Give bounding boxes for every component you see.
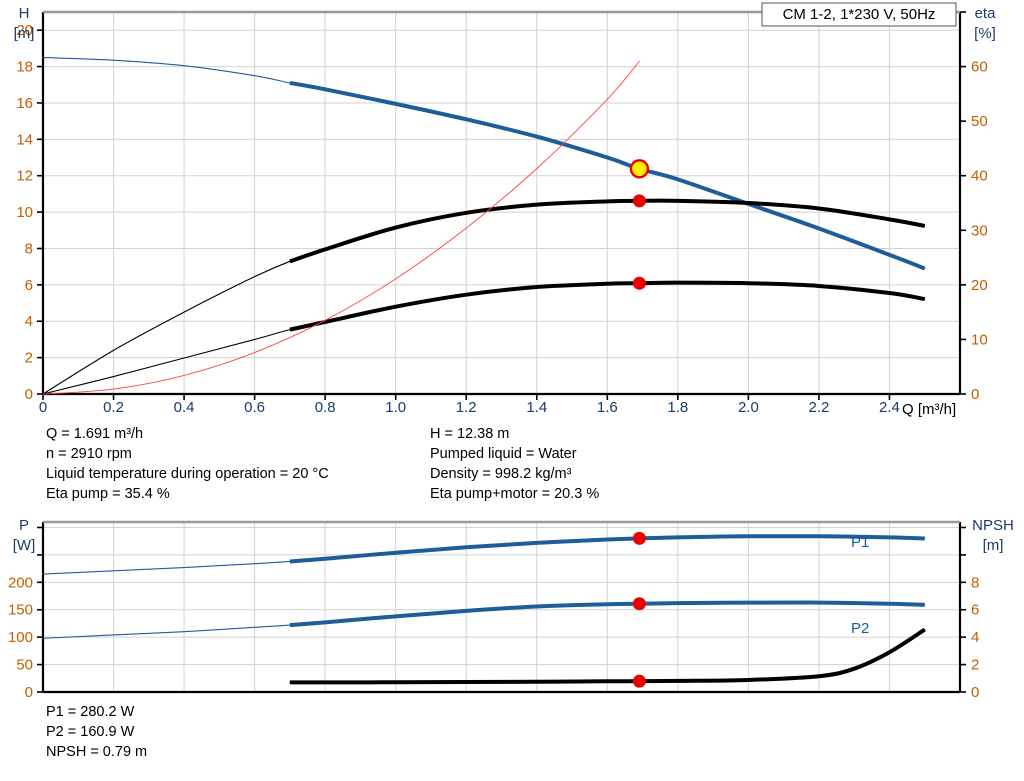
svg-text:1.6: 1.6 xyxy=(597,399,618,416)
svg-text:10: 10 xyxy=(16,204,33,221)
bottom-chart-ticks: 0 50 100 150 200 0 2 4 6 8 xyxy=(8,526,979,700)
svg-text:18: 18 xyxy=(16,59,33,76)
svg-text:0: 0 xyxy=(39,399,47,416)
duty-info-left-line-2: n = 2910 rpm xyxy=(46,446,132,462)
svg-text:2: 2 xyxy=(971,657,979,674)
top-right-axis-title-line2: [%] xyxy=(974,25,996,42)
svg-text:8: 8 xyxy=(25,240,33,257)
top-right-axis-title-line1: eta xyxy=(975,5,997,22)
bottom-chart-curves xyxy=(42,534,926,685)
svg-text:2.4: 2.4 xyxy=(879,399,900,416)
svg-text:1.2: 1.2 xyxy=(456,399,477,416)
svg-text:0: 0 xyxy=(25,684,33,700)
duty-info-right-line-4: Eta pump+motor = 20.3 % xyxy=(430,486,600,502)
duty-info-right-block: H = 12.38 m Pumped liquid = Water Densit… xyxy=(430,424,599,504)
svg-text:150: 150 xyxy=(8,602,33,619)
duty-info-right-line-1: H = 12.38 m xyxy=(430,426,510,442)
svg-text:1.8: 1.8 xyxy=(667,399,688,416)
svg-text:50: 50 xyxy=(971,113,988,130)
svg-text:0: 0 xyxy=(971,386,979,403)
duty-info-right-line-3: Density = 998.2 kg/m³ xyxy=(430,466,572,482)
duty-info-bottom-line-1: P1 = 280.2 W xyxy=(46,704,135,720)
svg-text:1.0: 1.0 xyxy=(385,399,406,416)
svg-text:0.2: 0.2 xyxy=(103,399,124,416)
svg-text:2.0: 2.0 xyxy=(738,399,759,416)
duty-info-left-line-3: Liquid temperature during operation = 20… xyxy=(46,466,329,482)
svg-text:30: 30 xyxy=(971,222,988,239)
series-label-p2: P2 xyxy=(851,620,869,637)
top-left-axis-title-line2: [m] xyxy=(14,25,35,42)
title-box-frame xyxy=(761,2,957,27)
svg-text:8: 8 xyxy=(971,574,979,591)
series-label-p1: P1 xyxy=(851,534,869,551)
top-chart-gridlines xyxy=(43,12,960,394)
duty-info-left-line-1: Q = 1.691 m³/h xyxy=(46,426,144,442)
duty-info-bottom-line-3: NPSH = 0.79 m xyxy=(46,744,148,760)
top-chart-curves xyxy=(42,56,926,395)
top-left-axis-title-line1: H xyxy=(19,5,30,22)
svg-text:6: 6 xyxy=(971,602,979,619)
svg-text:1.4: 1.4 xyxy=(526,399,547,416)
svg-text:50: 50 xyxy=(16,657,33,674)
duty-info-right-line-2: Pumped liquid = Water xyxy=(430,446,577,462)
svg-text:100: 100 xyxy=(8,629,33,646)
top-x-axis-title: Q [m³/h] xyxy=(902,401,956,418)
bottom-right-axis-title-line2: [m] xyxy=(983,537,1004,554)
bottom-chart-gridlines xyxy=(43,522,960,692)
duty-info-bottom-block: P1 = 280.2 W P2 = 160.9 W NPSH = 0.79 m xyxy=(46,702,147,762)
svg-text:20: 20 xyxy=(16,22,33,39)
top-chart-ticks: 0 2 4 6 8 10 12 14 16 18 20 0 10 20 30 40 50 60 0 0.2 0.4 0.6… xyxy=(16,11,988,416)
svg-text:4: 4 xyxy=(25,313,33,330)
svg-text:2: 2 xyxy=(25,350,33,367)
duty-info-left-block: Q = 1.691 m³/h n = 2910 rpm Liquid tempe… xyxy=(46,424,329,504)
svg-text:0: 0 xyxy=(25,386,33,403)
svg-text:12: 12 xyxy=(16,168,33,185)
power-npsh-chart: 0 50 100 150 200 0 2 4 6 8 P [W] NPSH [m] P1 P2 xyxy=(8,517,1014,700)
svg-text:0.6: 0.6 xyxy=(244,399,265,416)
svg-text:40: 40 xyxy=(971,168,988,185)
top-plot-background xyxy=(43,12,960,394)
svg-text:0.4: 0.4 xyxy=(174,399,195,416)
svg-text:60: 60 xyxy=(971,59,988,76)
bottom-right-axis-title-line1: NPSH xyxy=(972,517,1014,534)
svg-text:14: 14 xyxy=(16,131,33,148)
head-eta-chart: 0 2 4 6 8 10 12 14 16 18 20 0 10 20 30 40 50 60 0 0.2 0.4 0.6… xyxy=(14,2,997,418)
bottom-chart-duty-markers xyxy=(632,531,646,688)
svg-text:200: 200 xyxy=(8,574,33,591)
svg-text:4: 4 xyxy=(971,629,979,646)
svg-text:0: 0 xyxy=(971,684,979,700)
svg-text:6: 6 xyxy=(25,277,33,294)
bottom-left-axis-title-line2: [W] xyxy=(13,537,36,554)
chart-title: CM 1-2, 1*230 V, 50Hz xyxy=(783,6,936,23)
svg-text:20: 20 xyxy=(971,277,988,294)
top-chart-duty-markers xyxy=(629,159,650,290)
bottom-left-axis-title-line1: P xyxy=(19,517,29,534)
duty-info-bottom-line-2: P2 = 160.9 W xyxy=(46,724,135,740)
svg-text:0.8: 0.8 xyxy=(315,399,336,416)
svg-text:16: 16 xyxy=(16,95,33,112)
duty-info-left-line-4: Eta pump = 35.4 % xyxy=(46,486,170,502)
svg-text:10: 10 xyxy=(971,331,988,348)
svg-text:2.2: 2.2 xyxy=(808,399,829,416)
